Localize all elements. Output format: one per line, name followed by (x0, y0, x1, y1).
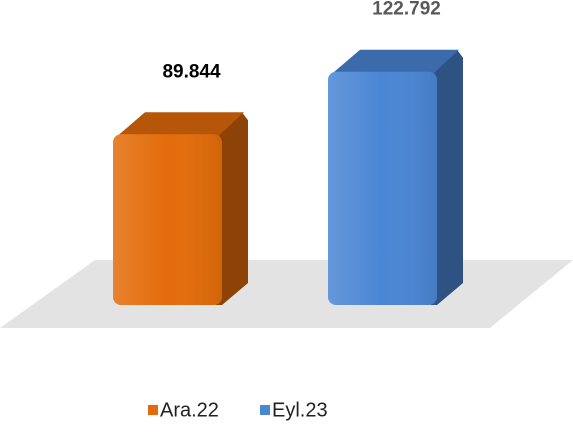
legend-label: Ara.22 (160, 399, 219, 421)
legend-label: Eyl.23 (272, 399, 328, 421)
bar-top (117, 112, 244, 137)
legend-swatch (260, 405, 270, 415)
bar-shine (113, 134, 222, 305)
floor (0, 260, 573, 328)
value-label: 89.844 (162, 61, 221, 82)
legend-swatch (148, 405, 158, 415)
value-label: 122.792 (372, 0, 441, 20)
bar-side (216, 112, 248, 305)
bar-side (431, 49, 463, 305)
bar-shine (328, 71, 437, 306)
bar-top (332, 49, 459, 74)
